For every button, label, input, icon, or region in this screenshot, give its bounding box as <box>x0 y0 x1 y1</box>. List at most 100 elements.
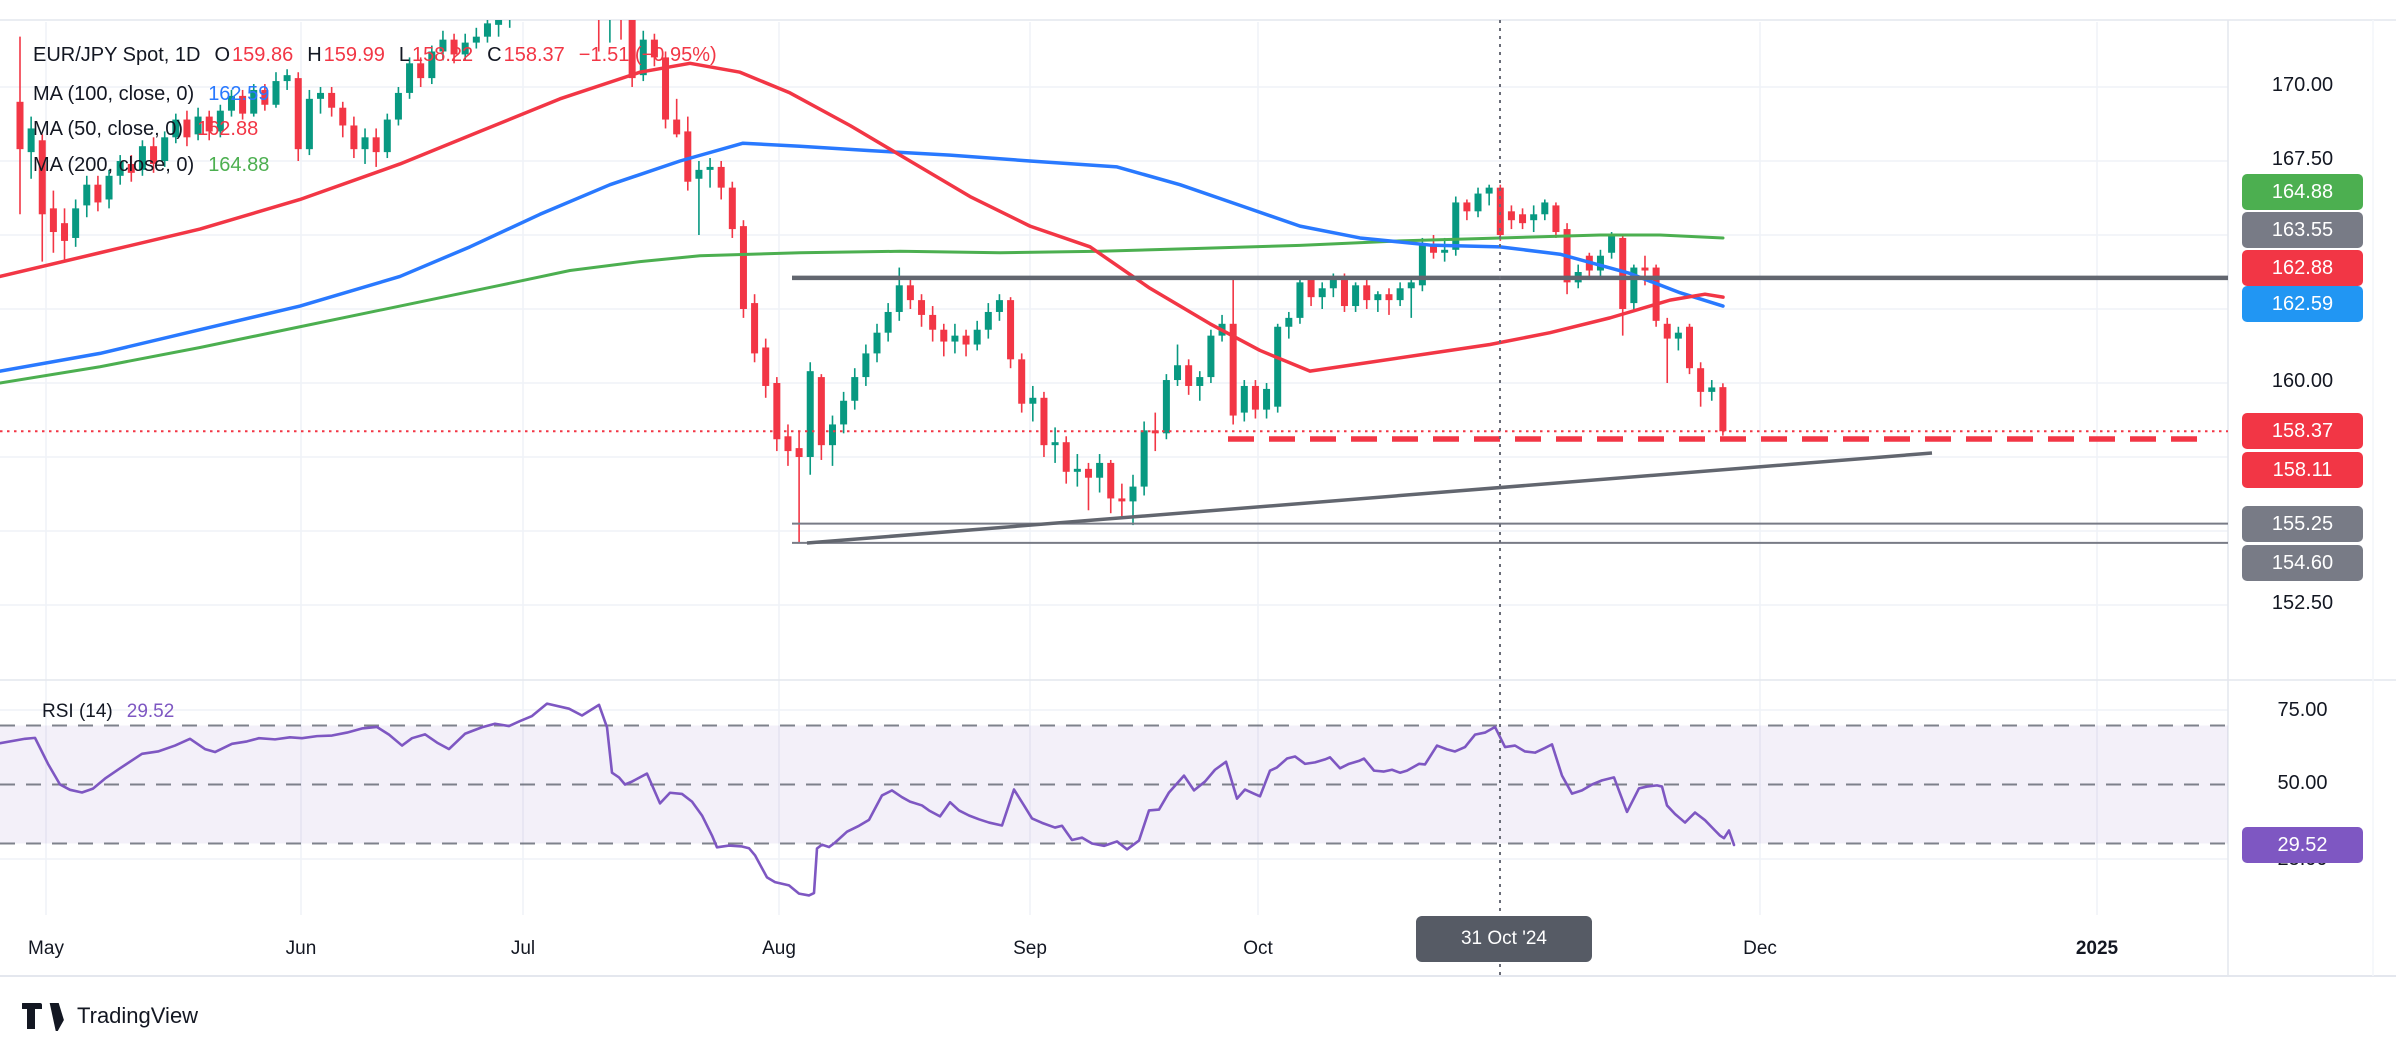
candle <box>116 161 124 176</box>
candle <box>1708 387 1716 392</box>
candle <box>1474 193 1482 212</box>
candle <box>517 1 524 10</box>
candle <box>328 92 336 108</box>
candle <box>1619 237 1627 309</box>
candle <box>1073 468 1081 472</box>
ma100-legend-row[interactable]: MA (100, close, 0) 162.59 <box>33 83 269 106</box>
candle <box>1051 442 1059 446</box>
price-badge[interactable]: 164.88 <box>2242 174 2363 210</box>
candle <box>1396 288 1404 301</box>
candle <box>662 57 670 120</box>
low-value: L 158.22 <box>398 44 474 66</box>
candle <box>1430 243 1438 253</box>
candle <box>372 137 380 153</box>
candle <box>205 116 213 132</box>
candle <box>828 424 836 446</box>
price-badge[interactable]: 163.55 <box>2242 212 2363 248</box>
candle <box>1118 498 1126 502</box>
axis-month-label[interactable]: May <box>28 938 64 959</box>
candle <box>1107 462 1115 499</box>
candle <box>1363 285 1371 301</box>
candle <box>751 303 759 354</box>
candle <box>1552 205 1560 233</box>
candle <box>1452 202 1460 250</box>
candle <box>673 119 681 135</box>
candle <box>851 377 859 401</box>
candle <box>1029 397 1037 404</box>
price-badge[interactable]: 158.11 <box>2242 452 2363 488</box>
candle <box>1530 214 1538 221</box>
candle <box>172 119 180 138</box>
candle <box>1663 323 1671 339</box>
axis-month-label[interactable]: Oct <box>1243 938 1273 959</box>
candle <box>49 208 57 233</box>
tradingview-logo-text: TradingView <box>77 1003 199 1028</box>
candle <box>795 448 803 457</box>
price-badge[interactable]: 155.25 <box>2242 506 2363 542</box>
ma50-legend-row[interactable]: MA (50, close, 0) 162.88 <box>33 118 258 141</box>
candle <box>61 223 69 241</box>
ma200-legend-row[interactable]: MA (200, close, 0) 164.88 <box>33 154 269 177</box>
price-badge[interactable]: 162.59 <box>2242 286 2363 322</box>
rsi-value: 29.52 <box>126 701 175 722</box>
price-badge[interactable]: 158.37 <box>2242 413 2363 449</box>
candle <box>428 51 436 79</box>
axis-month-label[interactable]: Aug <box>762 938 796 959</box>
candle <box>1185 365 1193 386</box>
candle <box>472 36 480 43</box>
candle <box>918 300 926 315</box>
candle <box>1340 276 1348 307</box>
symbol-title[interactable]: EUR/JPY Spot, 1D <box>33 44 201 66</box>
candle <box>194 116 202 135</box>
ma100-value: 162.59 <box>208 83 270 105</box>
candle <box>1263 388 1271 410</box>
axis-month-label[interactable]: Dec <box>1743 938 1777 959</box>
candle <box>873 332 881 354</box>
candle <box>1507 211 1515 221</box>
candle <box>706 166 714 170</box>
candle <box>1007 300 1015 360</box>
candle <box>1407 282 1415 289</box>
candle <box>1062 442 1070 472</box>
candle <box>773 383 781 440</box>
axis-price-label: 152.50 <box>2271 592 2334 614</box>
candle <box>1318 288 1326 298</box>
candle <box>227 95 235 111</box>
candle <box>1229 323 1237 416</box>
candlestick-layer <box>16 1 1727 543</box>
candle <box>684 131 692 182</box>
rsi-pane <box>0 702 2228 897</box>
candle <box>1084 468 1092 478</box>
axis-month-label[interactable]: Jun <box>285 938 317 959</box>
candle <box>628 20 636 79</box>
candle <box>1352 285 1360 307</box>
candle <box>1162 380 1170 434</box>
candle <box>339 107 347 126</box>
candle <box>1652 267 1660 321</box>
candle <box>929 314 937 330</box>
candle <box>72 208 80 238</box>
ma50-label: MA (50, close, 0) <box>33 118 184 140</box>
candle <box>94 184 102 203</box>
candle <box>1674 332 1682 339</box>
candle <box>606 4 613 16</box>
high-value: H 159.99 <box>307 44 385 66</box>
axis-price-label: 75.00 <box>2277 699 2328 721</box>
price-badge[interactable]: 29.52 <box>2242 827 2363 863</box>
axis-month-label[interactable]: Jul <box>510 938 536 959</box>
candle <box>739 226 747 309</box>
candle <box>272 81 280 105</box>
candle <box>840 400 848 425</box>
candle <box>940 329 948 342</box>
candle <box>83 184 91 206</box>
tradingview-logo[interactable]: TradingView <box>22 1000 198 1032</box>
price-badge[interactable]: 162.88 <box>2242 250 2363 286</box>
candle <box>127 163 135 173</box>
rsi-legend-row[interactable]: RSI (14) 29.52 <box>42 701 174 723</box>
candle <box>1463 202 1471 212</box>
symbol-legend-row[interactable]: EUR/JPY Spot, 1D O 159.86 H 159.99 L 158.22… <box>33 44 717 67</box>
axis-month-label[interactable]: Sep <box>1013 938 1047 959</box>
axis-month-label[interactable]: 2025 <box>2075 938 2119 959</box>
price-badge[interactable]: 154.60 <box>2242 545 2363 581</box>
